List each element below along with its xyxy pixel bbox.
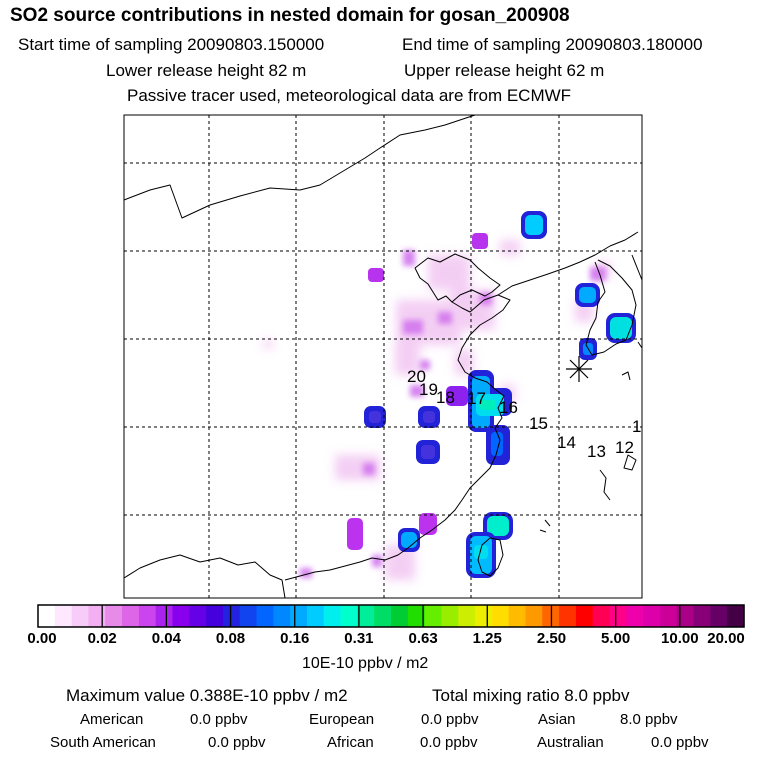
trajectory-label: 19 — [419, 380, 438, 399]
asterisk-icon — [566, 356, 592, 382]
colorbar-cell — [391, 605, 409, 627]
colorbar-cell — [659, 605, 678, 627]
map-frame — [123, 114, 643, 599]
region-name: Asian — [538, 711, 576, 728]
colorbar-tick-label: 0.63 — [408, 630, 438, 647]
trajectory-label: 15 — [529, 414, 548, 433]
colorbar-cell — [105, 605, 123, 627]
colorbar-cell — [357, 605, 375, 627]
colorbar-cell — [122, 605, 140, 627]
colorbar-cell — [441, 605, 459, 627]
colorbar-cell — [475, 605, 493, 627]
colorbar-cell — [592, 605, 611, 627]
upper-release-height: Upper release height 62 m — [404, 61, 605, 80]
colorbar-cell — [424, 605, 443, 627]
colorbar-cell — [38, 605, 56, 627]
region-name: South American — [50, 734, 156, 751]
colorbar-cell — [206, 605, 224, 627]
region-name: African — [327, 734, 374, 751]
page-title: SO2 source contributions in nested domai… — [10, 5, 570, 26]
colorbar-cell — [458, 605, 476, 627]
colorbar-cell — [508, 605, 527, 627]
colorbar-cell — [323, 605, 342, 627]
end-time: End time of sampling 20090803.180000 — [402, 35, 703, 54]
colorbar-cell — [88, 605, 106, 627]
colorbar-cell — [407, 605, 426, 627]
colorbar-tick-label: 1.25 — [472, 630, 502, 647]
colorbar-cell — [559, 605, 577, 627]
colorbar-tick-label: 0.04 — [151, 630, 181, 647]
colorbar-unit: 10E-10 ppbv / m2 — [302, 655, 429, 672]
region-value: 0.0 ppbv — [420, 734, 478, 751]
colorbar-tick-label: 0.00 — [27, 630, 57, 647]
lower-release-height: Lower release height 82 m — [106, 61, 307, 80]
colorbar-tick-label: 0.02 — [87, 630, 117, 647]
light-plume — [300, 250, 606, 578]
trajectory-label: 1 — [632, 417, 641, 436]
maximum-value: Maximum value 0.388E-10 ppbv / m2 — [66, 686, 348, 705]
trajectory-label: 18 — [436, 388, 455, 407]
region-value: 8.0 ppbv — [620, 711, 678, 728]
colorbar-cell — [138, 605, 157, 627]
trajectory-label: 12 — [615, 438, 634, 457]
trajectory-label: 16 — [499, 398, 518, 417]
colorbar-cell — [340, 605, 358, 627]
colorbar-tick-label: 0.31 — [344, 630, 374, 647]
colorbar-cell — [374, 605, 392, 627]
colorbar-cell — [710, 605, 728, 627]
colorbar-cell — [491, 605, 510, 627]
colorbar-cell — [239, 605, 258, 627]
colorbar-tick-label: 10.00 — [661, 630, 699, 647]
colorbar-tick-label: 0.08 — [215, 630, 246, 647]
colorbar-tick-label: 20.00 — [707, 630, 745, 647]
colorbar-cell — [525, 605, 543, 627]
trajectory-label: 14 — [557, 433, 576, 452]
colorbar-cell — [290, 605, 308, 627]
coastlines — [123, 114, 643, 599]
colorbar — [38, 605, 745, 627]
grid-lines — [124, 115, 642, 598]
colorbar-tick-label: 5.00 — [601, 630, 631, 647]
total-mixing-ratio: Total mixing ratio 8.0 ppbv — [432, 686, 630, 705]
region-name: American — [80, 711, 144, 728]
colorbar-cell — [676, 605, 695, 627]
start-time: Start time of sampling 20090803.150000 — [18, 35, 325, 54]
colorbar-cell — [71, 605, 90, 627]
tracer-note: Passive tracer used, meteorological data… — [127, 86, 572, 105]
colorbar-cell — [643, 605, 661, 627]
colorbar-cell — [54, 605, 73, 627]
source-cells — [347, 211, 636, 578]
trajectory-label: 20 — [407, 367, 426, 386]
colorbar-cell — [189, 605, 207, 627]
trajectory-label: 13 — [587, 442, 606, 461]
colorbar-cell — [155, 605, 174, 627]
colorbar-cell — [222, 605, 241, 627]
colorbar-cell — [609, 605, 627, 627]
colorbar-cell — [727, 605, 745, 627]
region-value: 0.0 ppbv — [651, 734, 709, 751]
colorbar-cell — [306, 605, 325, 627]
colorbar-tick-label: 2.50 — [536, 630, 567, 647]
colorbar-frame — [37, 604, 745, 628]
colorbar-cell — [693, 605, 711, 627]
region-value: 0.0 ppbv — [190, 711, 248, 728]
colorbar-tick-label: 0.16 — [280, 630, 310, 647]
trajectory-label: 17 — [467, 389, 486, 408]
colorbar-cell — [256, 605, 274, 627]
region-name: Australian — [537, 734, 604, 751]
region-value: 0.0 ppbv — [208, 734, 266, 751]
colorbar-cell — [626, 605, 644, 627]
region-name: European — [309, 711, 375, 728]
colorbar-cell — [575, 605, 594, 627]
region-value: 0.0 ppbv — [421, 711, 479, 728]
colorbar-cell — [172, 605, 190, 627]
colorbar-cell — [273, 605, 291, 627]
